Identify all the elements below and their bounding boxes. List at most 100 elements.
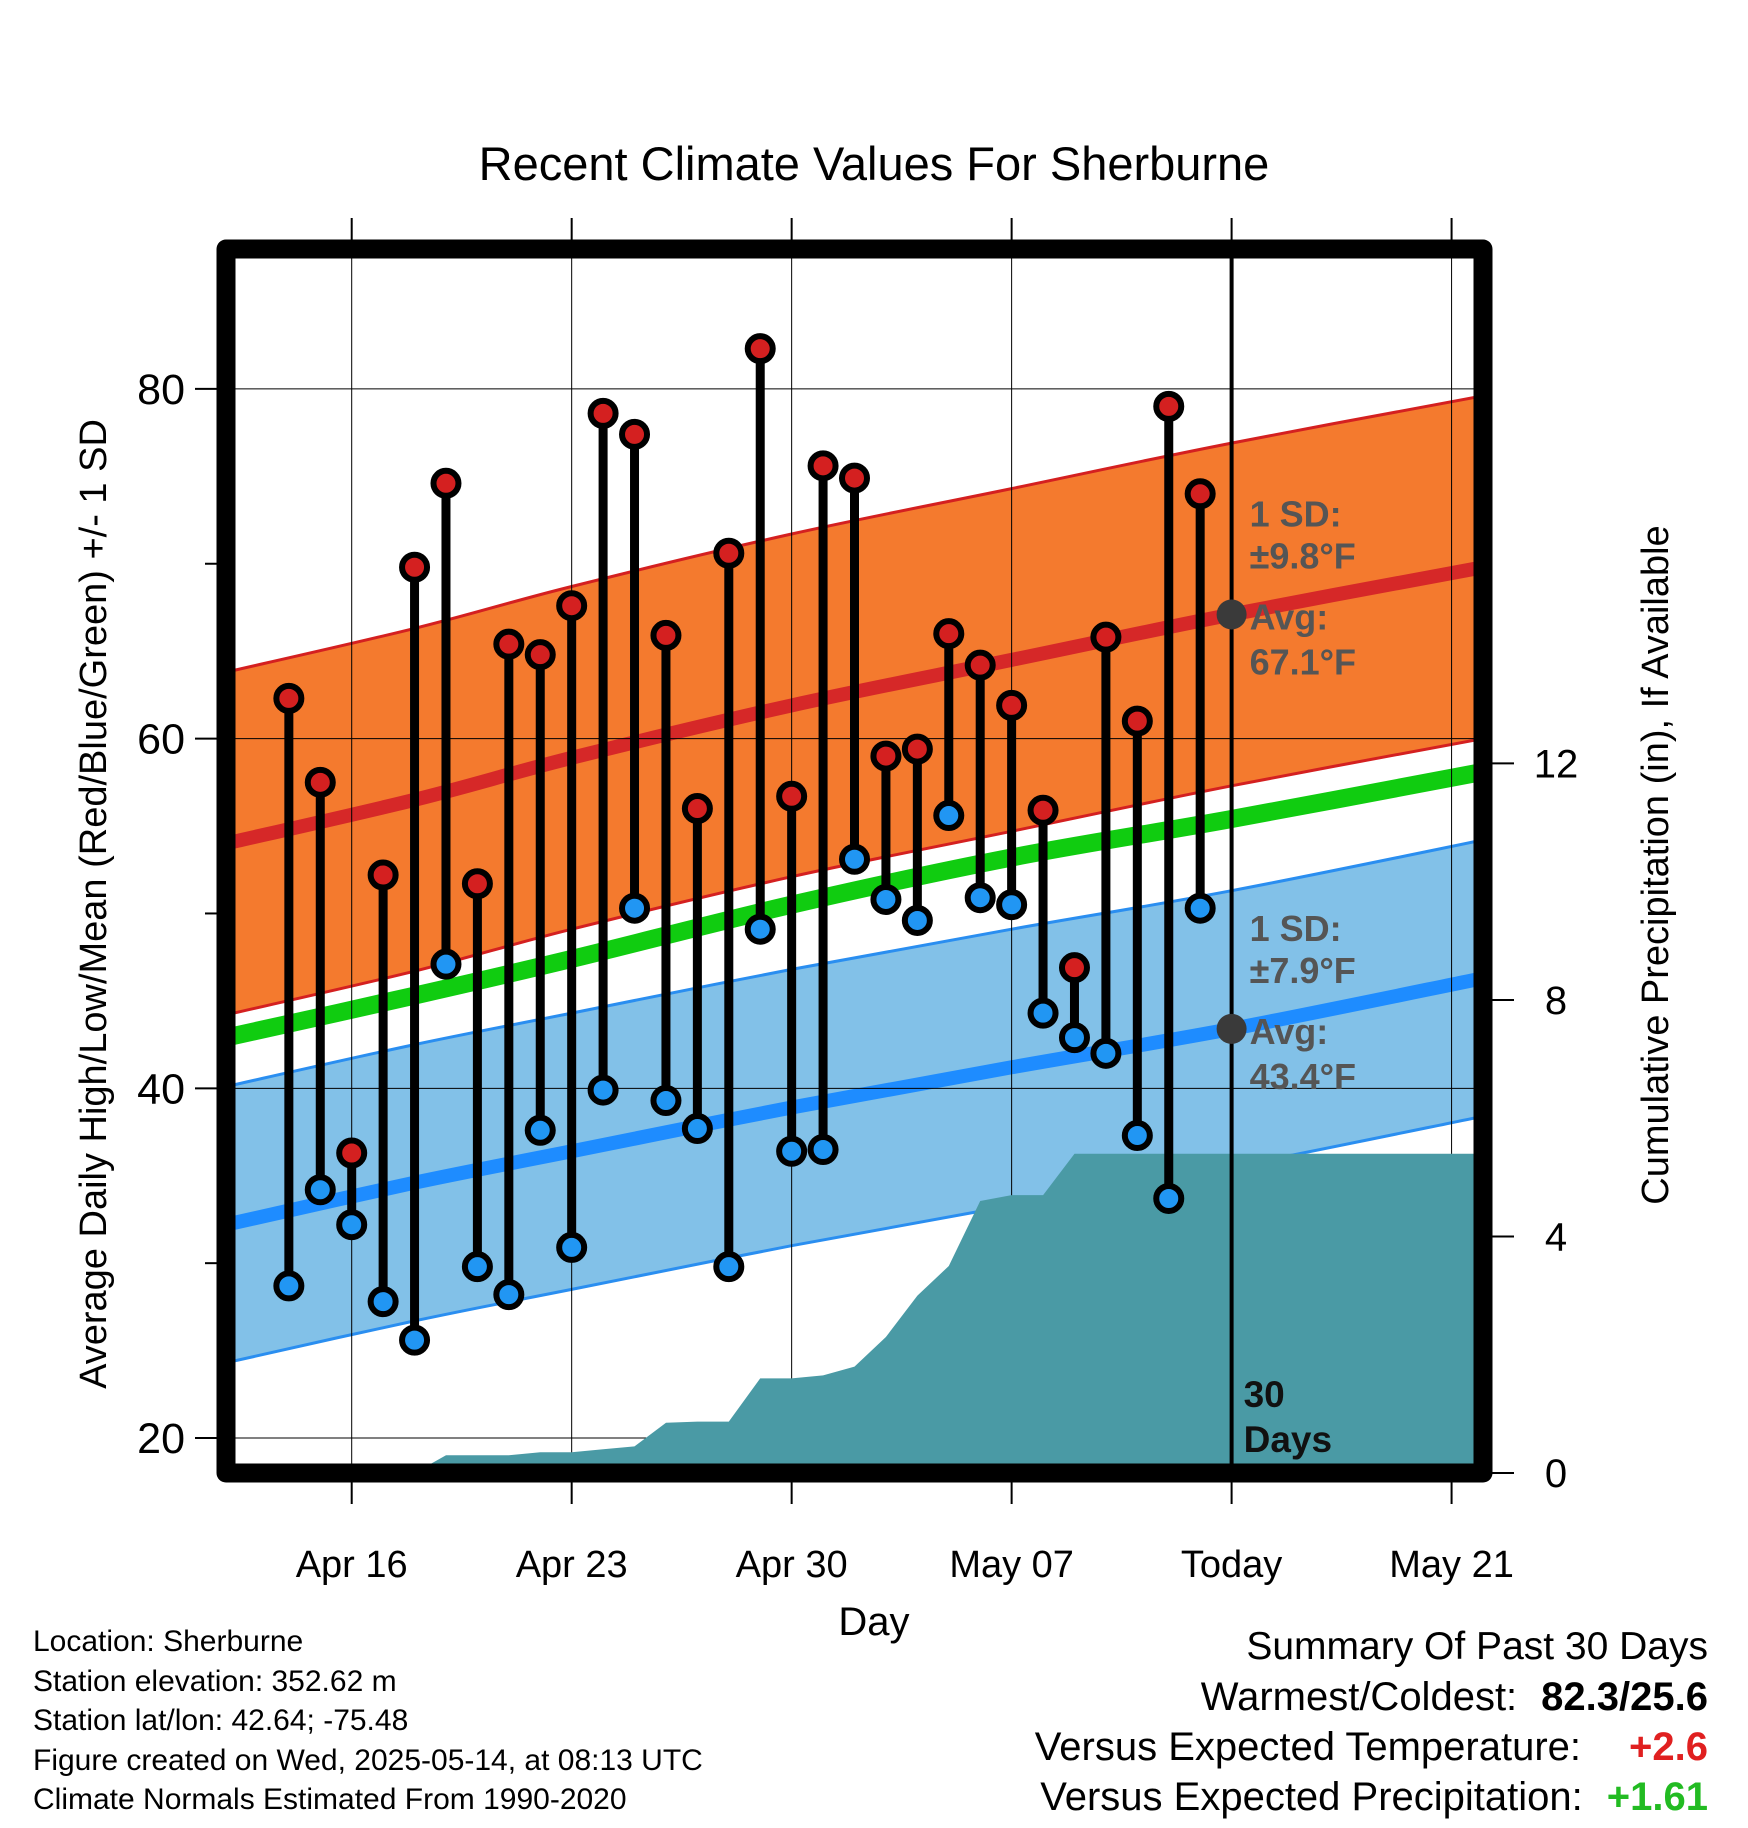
plot-border (216, 239, 1493, 1483)
today-label-30: 30 (1244, 1374, 1285, 1415)
low-avg-label: Avg: (1250, 1011, 1329, 1052)
y2-tick-label: 12 (1534, 742, 1579, 786)
elevation-text: Station elevation: 352.62 m (33, 1664, 397, 1698)
y2-axis-label: Cumulative Precipitation (in), If Availa… (1635, 525, 1677, 1204)
daily-low-point (650, 1085, 682, 1117)
daily-low-point (336, 1209, 368, 1241)
high-avg-label: Avg: (1250, 596, 1329, 637)
daily-high-point (1184, 478, 1216, 510)
x-tick-label: May 07 (949, 1544, 1074, 1586)
low-avg-marker (1216, 1013, 1247, 1044)
daily-high-point (996, 689, 1028, 721)
daily-high-point (1121, 705, 1153, 737)
daily-high-point (807, 450, 839, 482)
created-text: Figure created on Wed, 2025-05-14, at 08… (33, 1743, 703, 1777)
high-avg-marker (1216, 599, 1247, 630)
normals-text: Climate Normals Estimated From 1990-2020 (33, 1783, 627, 1816)
daily-low-point (839, 843, 870, 875)
precip-area (414, 1153, 1483, 1473)
daily-high-point (964, 649, 996, 681)
y2-tick-label: 0 (1545, 1452, 1567, 1496)
daily-high-point (304, 766, 336, 798)
daily-low-point (1184, 892, 1216, 924)
daily-low-point (587, 1074, 619, 1106)
daily-high-point (1153, 390, 1185, 422)
station-info: Location: Sherburne Station elevation: 3… (33, 1622, 703, 1820)
daily-low-point (367, 1286, 399, 1318)
summary-heading: Summary Of Past 30 Days (1246, 1625, 1708, 1668)
warmest-coldest-value: 82.3/25.6 (1541, 1675, 1708, 1719)
daily-low-point (1153, 1182, 1185, 1214)
daily-high-point (870, 740, 902, 772)
daily-high-point (587, 397, 619, 429)
y2-tick-label: 4 (1545, 1215, 1567, 1259)
daily-high-point (650, 619, 682, 651)
temp-anomaly-label: Versus Expected Temperature: (1034, 1725, 1582, 1769)
daily-low-point (901, 904, 933, 936)
chart-title: Recent Climate Values For Sherburne (479, 137, 1270, 190)
low-sd-value: ±7.9°F (1250, 950, 1356, 991)
daily-low-point (744, 913, 776, 945)
daily-low-point (1058, 1022, 1090, 1054)
daily-high-point (461, 868, 493, 900)
daily-high-point (1027, 794, 1059, 826)
warmest-coldest-row: Warmest/Coldest: 82.3/25.6 (1035, 1672, 1708, 1722)
temp-anomaly-row: Versus Expected Temperature: +2.6 (1035, 1722, 1708, 1772)
daily-high-point (776, 780, 808, 812)
daily-low-point (870, 883, 902, 915)
daily-high-point (556, 590, 588, 622)
x-tick-label: May 21 (1389, 1544, 1514, 1586)
daily-high-point (933, 618, 965, 650)
warmest-coldest-label: Warmest/Coldest: (1200, 1675, 1518, 1719)
daily-high-point (493, 628, 525, 660)
daily-low-point (304, 1174, 336, 1206)
latlon-text: Station lat/lon: 42.64; -75.48 (33, 1704, 409, 1737)
location-text: Location: Sherburne (33, 1625, 304, 1658)
daily-low-point (807, 1134, 839, 1166)
daily-low-point (1121, 1120, 1153, 1152)
daily-low-point (399, 1324, 431, 1356)
temp-anomaly-value: +2.6 (1629, 1725, 1708, 1769)
daily-low-point (964, 882, 996, 914)
high-sd-label: 1 SD: (1250, 493, 1342, 534)
x-tick-label: Apr 23 (516, 1544, 628, 1586)
low-sd-label: 1 SD: (1250, 908, 1342, 949)
x-tick-label: Apr 30 (736, 1544, 848, 1586)
summary-panel: Summary Of Past 30 Days Warmest/Coldest:… (1035, 1622, 1708, 1822)
daily-high-point (399, 551, 431, 583)
daily-low-point (776, 1135, 808, 1167)
daily-low-point (430, 948, 462, 980)
daily-low-point (556, 1231, 588, 1263)
y-tick-label: 20 (137, 1415, 185, 1463)
daily-low-point (273, 1270, 305, 1302)
x-axis-label: Day (838, 1600, 909, 1644)
daily-low-point (461, 1251, 493, 1283)
daily-high-point (744, 333, 776, 365)
daily-high-point (336, 1137, 368, 1169)
y-tick-label: 80 (137, 366, 185, 414)
precip-cumulative-area (414, 1153, 1483, 1473)
daily-low-point (681, 1113, 713, 1145)
daily-high-point (681, 793, 713, 825)
daily-high-point (367, 859, 399, 891)
daily-low-point (619, 892, 651, 924)
daily-high-point (273, 682, 305, 714)
daily-low-point (524, 1114, 556, 1146)
precip-anomaly-value: +1.61 (1606, 1775, 1708, 1819)
daily-high-point (1090, 621, 1122, 653)
x-tick-label: Apr 16 (296, 1544, 408, 1586)
daily-low-point (996, 889, 1028, 921)
daily-high-point (839, 462, 870, 494)
high-avg-value: 67.1°F (1250, 641, 1356, 682)
precip-anomaly-row: Versus Expected Precipitation: +1.61 (1035, 1772, 1708, 1822)
daily-high-point (901, 733, 933, 765)
daily-high-point (713, 537, 745, 569)
today-label-days: Days (1244, 1419, 1332, 1460)
daily-low-point (713, 1251, 745, 1283)
low-avg-value: 43.4°F (1250, 1056, 1356, 1097)
axes: Apr 16 Apr 23 Apr 30 May 07 Today May 2120406… (137, 218, 1578, 1586)
high-sd-value: ±9.8°F (1250, 535, 1356, 576)
